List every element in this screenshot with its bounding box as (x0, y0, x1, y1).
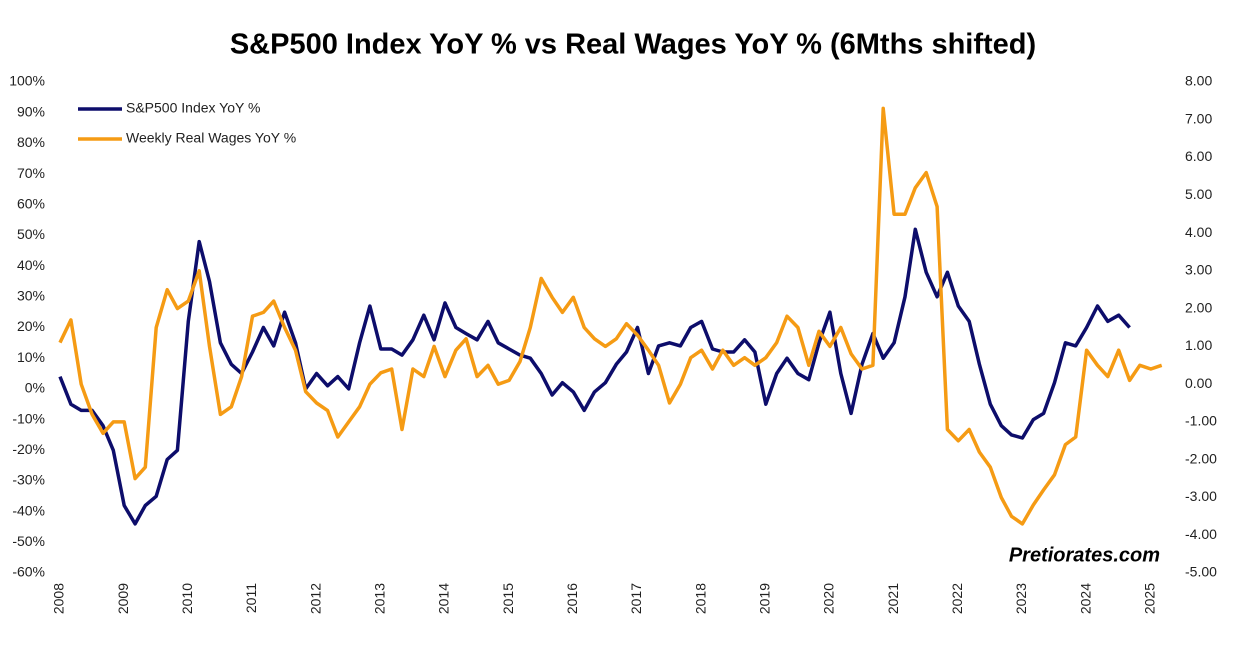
x-tick-label: 2015 (500, 583, 516, 614)
y-tick-label: -60% (12, 564, 45, 580)
x-tick-label: 2012 (307, 583, 323, 614)
series-line (58, 227, 1131, 526)
y2-tick-label: 1.00 (1185, 337, 1212, 353)
y2-tick-label: 5.00 (1185, 186, 1212, 202)
y2-tick-label: 0.00 (1185, 375, 1212, 391)
y2-tick-label: -2.00 (1185, 450, 1217, 466)
y2-tick-label: 3.00 (1185, 262, 1212, 278)
y2-tick-label: -5.00 (1185, 564, 1217, 580)
legend-label: Weekly Real Wages YoY % (126, 130, 296, 146)
y2-tick-label: 4.00 (1185, 224, 1212, 240)
y-tick-label: -40% (12, 502, 45, 518)
x-tick-label: 2025 (1141, 583, 1157, 614)
y-tick-label: 60% (17, 195, 45, 211)
chart-title: S&P500 Index YoY % vs Real Wages YoY % (… (230, 29, 1036, 61)
y2-tick-label: 6.00 (1185, 148, 1212, 164)
series-line (58, 106, 1163, 526)
y-tick-label: 70% (17, 165, 45, 181)
x-tick-label: 2010 (179, 583, 195, 614)
x-tick-label: 2016 (564, 583, 580, 614)
x-tick-label: 2021 (885, 583, 901, 614)
y2-tick-label: 7.00 (1185, 110, 1212, 126)
x-tick-label: 2008 (51, 583, 67, 614)
y-tick-label: 100% (9, 73, 45, 89)
y-tick-label: 40% (17, 257, 45, 273)
y-tick-label: 50% (17, 226, 45, 242)
y-tick-label: -50% (12, 533, 45, 549)
y2-tick-label: -3.00 (1185, 488, 1217, 504)
y-tick-label: -30% (12, 472, 45, 488)
x-tick-label: 2013 (372, 583, 388, 614)
x-tick-label: 2018 (692, 583, 708, 614)
x-tick-label: 2011 (243, 583, 259, 613)
y2-tick-label: -1.00 (1185, 413, 1217, 429)
legend-label: S&P500 Index YoY % (126, 100, 260, 116)
y-tick-label: -10% (12, 410, 45, 426)
y-tick-label: 20% (17, 318, 45, 334)
x-tick-label: 2017 (628, 583, 644, 614)
y-tick-label: 80% (17, 134, 45, 150)
x-tick-label: 2022 (949, 583, 965, 614)
x-tick-label: 2019 (756, 583, 772, 614)
x-tick-label: 2014 (436, 583, 452, 614)
y2-tick-label: 8.00 (1185, 73, 1212, 89)
x-tick-label: 2009 (115, 583, 131, 614)
x-tick-label: 2024 (1077, 583, 1093, 614)
watermark: Pretiorates.com (1009, 544, 1160, 566)
y-tick-label: -20% (12, 441, 45, 457)
y-tick-label: 0% (25, 380, 45, 396)
x-tick-label: 2020 (821, 583, 837, 614)
y-tick-label: 90% (17, 103, 45, 119)
y2-tick-label: 2.00 (1185, 299, 1212, 315)
y2-tick-label: -4.00 (1185, 526, 1217, 542)
y-tick-label: 10% (17, 349, 45, 365)
x-tick-label: 2023 (1013, 583, 1029, 614)
y-tick-label: 30% (17, 288, 45, 304)
